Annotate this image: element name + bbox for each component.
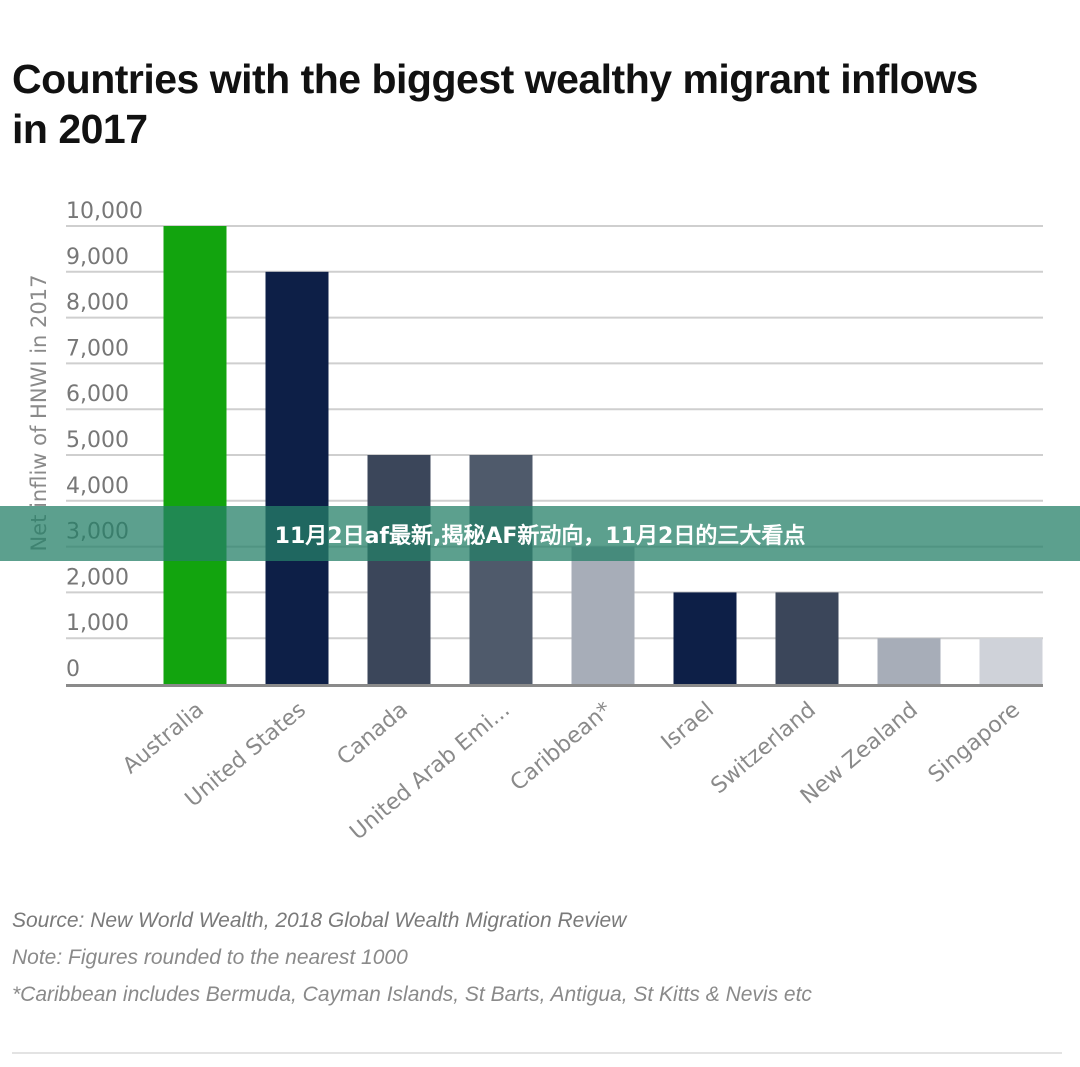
y-axis-ticks: 01,0002,0003,0004,0005,0006,0007,0008,00… bbox=[66, 199, 143, 682]
chart-title: Countries with the biggest wealthy migra… bbox=[12, 56, 978, 152]
y-tick-label: 9,000 bbox=[66, 245, 129, 270]
rounding-note: Note: Figures rounded to the nearest 100… bbox=[12, 946, 408, 969]
y-axis-label: Net infliw of HNWI in 2017 bbox=[27, 275, 51, 552]
footer-notes: Source: New World Wealth, 2018 Global We… bbox=[12, 906, 1072, 1017]
y-tick-label: 10,000 bbox=[66, 199, 143, 224]
bar bbox=[265, 271, 329, 684]
source-note: Source: New World Wealth, 2018 Global We… bbox=[12, 909, 627, 932]
x-category-label: Singapore bbox=[924, 697, 1025, 788]
y-tick-label: 4,000 bbox=[66, 474, 129, 499]
y-tick-label: 6,000 bbox=[66, 382, 129, 407]
x-category-label: Canada bbox=[333, 697, 413, 770]
x-category-label: Caribbean* bbox=[506, 697, 617, 796]
y-tick-label: 1,000 bbox=[66, 611, 129, 636]
bar bbox=[877, 638, 941, 684]
bar bbox=[775, 592, 839, 684]
bar bbox=[673, 592, 737, 684]
bar bbox=[367, 455, 431, 684]
bar bbox=[979, 638, 1043, 684]
x-category-label: Australia bbox=[118, 697, 209, 779]
x-category-label: Israel bbox=[657, 697, 719, 755]
bottom-divider bbox=[12, 1052, 1062, 1054]
bars bbox=[163, 226, 1043, 684]
y-tick-label: 5,000 bbox=[66, 428, 129, 453]
caribbean-footnote: *Caribbean includes Bermuda, Cayman Isla… bbox=[12, 983, 812, 1006]
banner-text: 11月2日af最新,揭秘AF新动向，11月2日的三大看点 bbox=[274, 523, 806, 549]
y-tick-label: 2,000 bbox=[66, 565, 129, 590]
y-tick-label: 0 bbox=[66, 657, 80, 682]
bar bbox=[163, 226, 227, 684]
bar bbox=[571, 546, 635, 684]
bar bbox=[469, 455, 533, 684]
overlay-banner: 11月2日af最新,揭秘AF新动向，11月2日的三大看点 bbox=[0, 506, 1080, 561]
y-tick-label: 8,000 bbox=[66, 291, 129, 316]
y-tick-label: 7,000 bbox=[66, 336, 129, 361]
bar-chart: 01,0002,0003,0004,0005,0006,0007,0008,00… bbox=[27, 199, 1043, 845]
